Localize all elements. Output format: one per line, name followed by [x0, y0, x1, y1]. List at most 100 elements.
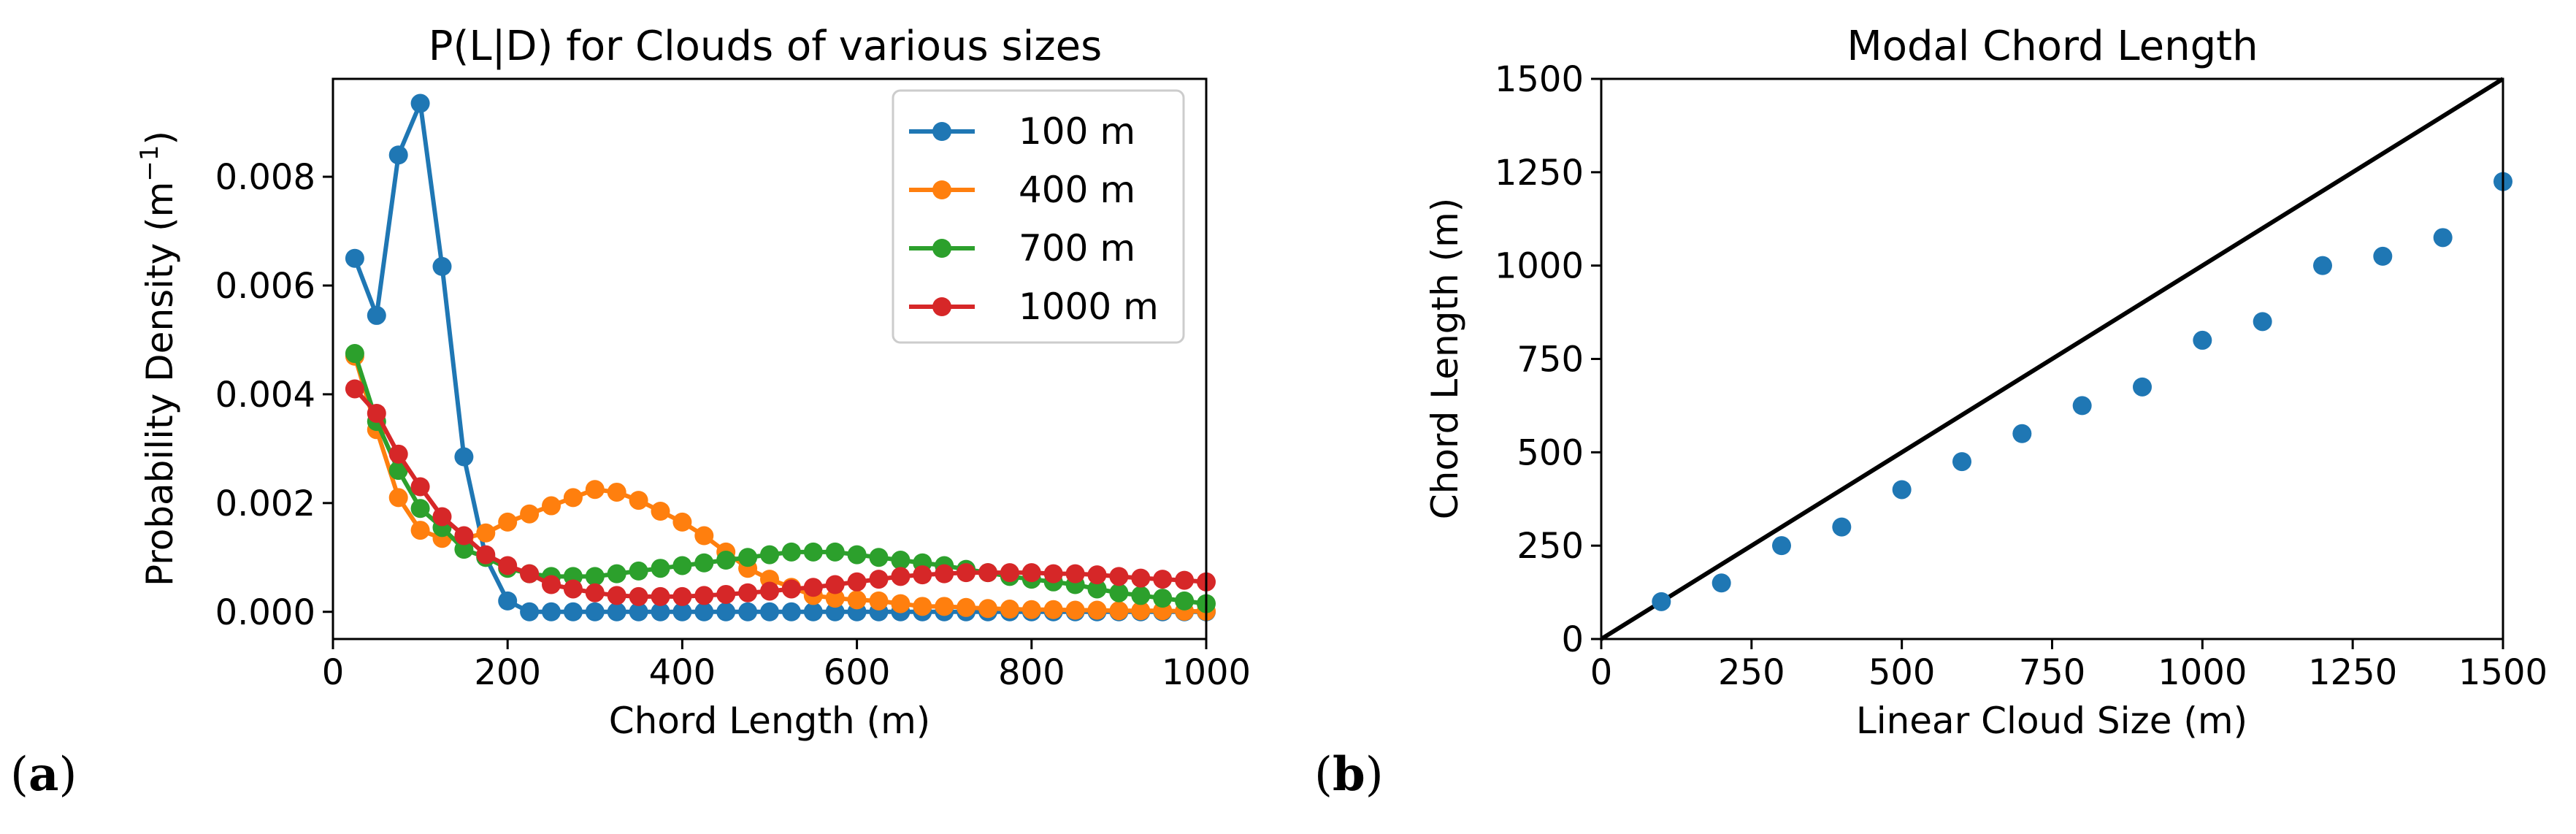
data-point	[520, 504, 540, 524]
data-point	[585, 480, 605, 500]
data-point	[345, 344, 364, 364]
panel-b-xtick-label: 500	[1868, 652, 1936, 693]
data-point	[847, 545, 867, 565]
data-point	[2313, 256, 2332, 275]
panel-a-label: (a)	[10, 747, 77, 802]
data-point	[432, 256, 452, 276]
data-point	[957, 597, 976, 617]
data-point	[1892, 480, 1912, 500]
data-point	[454, 540, 474, 559]
data-point	[542, 496, 561, 516]
panel-a-chart: P(L|D) for Clouds of various sizes 0 200 4…	[10, 23, 1251, 802]
panel-a-ytick-label: 0.008	[215, 157, 315, 198]
data-point	[1065, 564, 1085, 584]
data-point	[629, 602, 648, 621]
panel-b-xtick-label: 1250	[2308, 652, 2397, 693]
data-point	[563, 579, 583, 599]
data-point	[760, 581, 779, 601]
data-point	[2373, 246, 2393, 266]
panel-b-ylabel: Chord Length (m)	[1424, 198, 1466, 520]
data-point	[957, 563, 976, 583]
panel-a-xtick-label: 800	[998, 652, 1065, 693]
data-point	[935, 564, 954, 584]
legend-label: 400 m	[1019, 169, 1135, 211]
series-line-1000m	[353, 387, 1207, 599]
panel-a-ytick-label: 0.002	[215, 483, 315, 524]
panel-b-ytick-label: 750	[1517, 340, 1584, 380]
data-point	[1153, 589, 1173, 608]
data-point	[825, 602, 845, 621]
legend-marker	[932, 297, 951, 316]
data-point	[607, 586, 626, 605]
data-point	[563, 602, 583, 621]
panel-b-chart: Modal Chord Length 0 250 500 750 1000 1250 150…	[1314, 23, 2548, 802]
panel-a-xtick-label: 600	[824, 652, 891, 693]
data-point	[410, 477, 430, 497]
panel-b-xlabel: Linear Cloud Size (m)	[1856, 700, 2247, 742]
data-point	[388, 461, 408, 481]
data-point	[847, 572, 867, 592]
data-point	[542, 602, 561, 621]
data-point	[2253, 312, 2272, 332]
data-point	[1000, 600, 1019, 619]
panel-a-xtick-label: 1000	[1162, 652, 1251, 693]
data-point	[2133, 377, 2152, 397]
panel-a-ytick-label: 0.006	[215, 266, 315, 307]
data-point	[498, 512, 518, 532]
data-point	[694, 602, 714, 621]
data-point	[825, 589, 845, 608]
data-point	[803, 578, 823, 597]
data-point	[716, 551, 736, 570]
legend-label: 700 m	[1019, 227, 1135, 269]
data-point	[1832, 517, 1852, 537]
data-point	[672, 602, 692, 621]
data-point	[694, 526, 714, 546]
data-point	[1175, 591, 1195, 611]
data-point	[651, 586, 670, 606]
data-point	[869, 570, 889, 589]
data-point	[913, 597, 932, 616]
data-point	[672, 586, 692, 606]
panel-a-axes-frame	[331, 77, 1208, 640]
data-point	[1109, 601, 1129, 621]
data-point	[694, 586, 714, 605]
data-point	[651, 602, 670, 621]
data-point	[585, 567, 605, 586]
data-point	[738, 583, 758, 602]
data-point	[498, 556, 518, 575]
panel-a-xlabel: Chord Length (m)	[609, 700, 931, 742]
data-point	[345, 379, 364, 399]
data-point	[1021, 600, 1041, 619]
data-point	[825, 542, 845, 562]
data-point	[410, 93, 430, 113]
data-point	[520, 602, 540, 621]
panel-b-title: Modal Chord Length	[1847, 23, 2258, 70]
legend-marker	[932, 180, 951, 199]
data-point	[978, 599, 997, 619]
data-point	[803, 602, 823, 621]
data-point	[760, 545, 779, 565]
panel-a-ylabel: Probability Density (m−1)	[135, 131, 181, 586]
panel-b-ytick-label: 500	[1517, 432, 1584, 473]
data-point	[803, 542, 823, 562]
data-point	[1952, 452, 1971, 472]
data-point	[367, 305, 386, 325]
data-point	[520, 564, 540, 584]
data-point	[781, 602, 801, 621]
panel-b-axes-frame	[1600, 77, 2504, 640]
legend-box	[892, 89, 1185, 344]
data-point	[476, 523, 496, 543]
data-point	[585, 602, 605, 621]
data-point	[1087, 600, 1107, 620]
data-point	[781, 579, 801, 599]
panel-a-xtick-label: 0	[322, 652, 345, 693]
data-point	[672, 556, 692, 575]
data-point	[1043, 600, 1063, 619]
data-point	[1087, 565, 1107, 585]
panel-a-ytick-label: 0.000	[215, 592, 315, 633]
panel-b-ytick-label: 250	[1517, 526, 1584, 567]
legend-label: 1000 m	[1019, 286, 1159, 328]
data-point	[935, 597, 954, 616]
data-point	[738, 548, 758, 567]
